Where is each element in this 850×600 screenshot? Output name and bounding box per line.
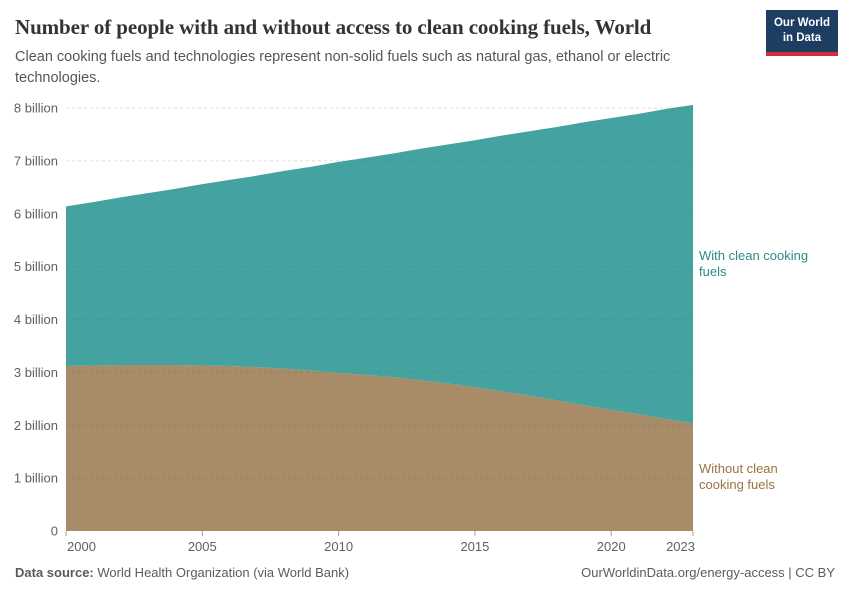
y-tick-label: 5 billion (14, 259, 58, 274)
y-tick-label: 6 billion (14, 206, 58, 221)
series-label-without-clean-cooking-fuels[interactable]: Without clean cooking fuels (699, 460, 778, 493)
y-tick-label: 8 billion (14, 101, 58, 116)
data-source-value: World Health Organization (via World Ban… (93, 565, 350, 580)
x-tick-label: 2020 (597, 539, 626, 554)
area-with-clean-cooking-fuels[interactable] (66, 104, 693, 424)
chart-header: Number of people with and without access… (15, 15, 755, 89)
y-tick-label: 3 billion (14, 365, 58, 380)
y-tick-label: 4 billion (14, 312, 58, 327)
x-tick-label: 2000 (67, 539, 96, 554)
y-tick-label: 2 billion (14, 418, 58, 433)
x-tick-label: 2005 (188, 539, 217, 554)
license-link[interactable]: OurWorldinData.org/energy-access | CC BY (581, 565, 835, 580)
y-tick-label: 1 billion (14, 471, 58, 486)
owid-logo[interactable]: Our World in Data (765, 10, 838, 56)
series-label-with-clean-cooking-fuels[interactable]: With clean cooking fuels (699, 247, 809, 279)
owid-logo-line2: in Data (782, 31, 822, 44)
owid-logo-line1: Our World (773, 17, 830, 29)
x-tick-label: 2015 (460, 539, 489, 554)
data-source-label: Data source: (15, 565, 94, 580)
y-tick-label: 0 (51, 524, 58, 539)
chart-footer: Data source: World Health Organization (… (15, 565, 835, 580)
x-tick-label: 2010 (324, 539, 353, 554)
chart-subtitle: Clean cooking fuels and technologies rep… (15, 49, 671, 87)
y-tick-label: 7 billion (14, 153, 58, 168)
area-without-clean-cooking-fuels[interactable] (66, 364, 693, 531)
x-tick-label: 2023 (666, 539, 695, 554)
data-source-note: Data source: World Health Organization (… (15, 565, 349, 580)
chart-title: Number of people with and without access… (15, 15, 652, 39)
